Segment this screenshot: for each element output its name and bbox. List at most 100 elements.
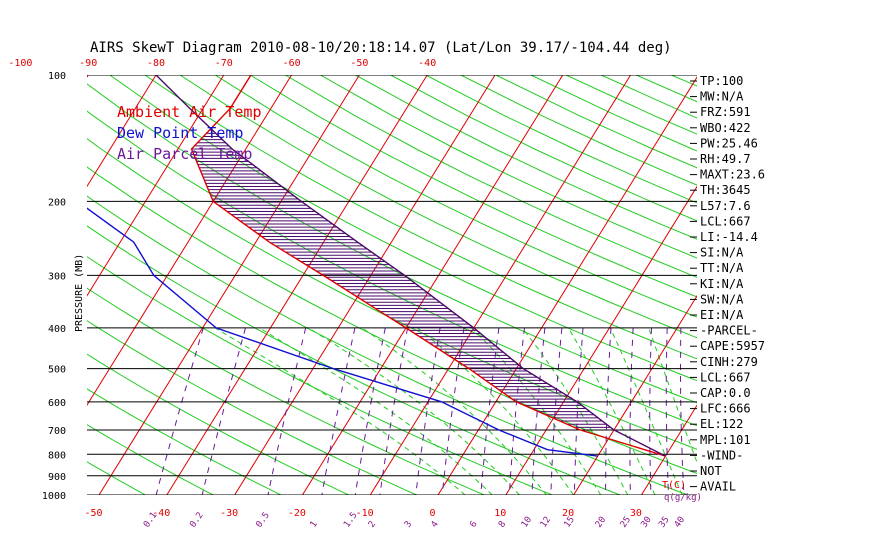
dry-adiabat (87, 225, 622, 495)
index-label: LCL:667 (700, 370, 751, 384)
dry-adiabat (285, 75, 697, 278)
pressure-tick-label: 300 (48, 271, 66, 282)
legend-entry: Air Parcel Temp (117, 145, 252, 163)
index-label: TT:N/A (700, 261, 744, 275)
bottom-temp-tick-label: 0 (429, 508, 435, 519)
legend: Ambient Air Temp Dew Point Temp Air Parcel… (117, 103, 262, 163)
mixing-ratio-line (680, 327, 685, 495)
index-label: MPL:101 (700, 433, 751, 447)
index-label: RH:49.7 (700, 152, 751, 166)
isotherm (505, 185, 697, 495)
dry-adiabat (320, 75, 697, 259)
isotherm (640, 404, 697, 495)
top-temp-tick-label: -40 (418, 58, 436, 69)
top-temp-tick-label: -90 (79, 58, 97, 69)
dry-adiabat (144, 75, 697, 360)
index-label: TP:100 (700, 74, 743, 88)
bottom-temp-tick-label: 10 (494, 508, 506, 519)
index-label: CAP:0.0 (700, 386, 751, 400)
top-temp-tick-label: -80 (147, 58, 165, 69)
pressure-tick-label: 800 (48, 450, 66, 461)
pressure-tick-label: 700 (48, 426, 66, 437)
dry-adiabat (87, 138, 697, 450)
dry-adiabat (87, 256, 554, 495)
dewpoint-line (87, 207, 598, 457)
mixing-ratio-line (321, 327, 356, 495)
index-label: -WIND- (700, 448, 743, 462)
bottom-temp-tick-label: -20 (288, 508, 306, 519)
dry-adiabat (214, 75, 697, 318)
mixing-ratio-line (201, 327, 246, 495)
ambient-temp-line (190, 75, 666, 457)
x-axis-unit-label: T(C) (662, 480, 686, 491)
legend-entry: Dew Point Temp (117, 124, 243, 142)
index-label: NOT (700, 464, 722, 478)
dry-adiabat (87, 83, 697, 404)
dry-adiabat (87, 353, 350, 495)
pressure-tick-label: 200 (48, 197, 66, 208)
index-label: SI:N/A (700, 246, 744, 260)
dry-adiabat (87, 195, 690, 495)
isotherm (87, 75, 157, 188)
bottom-temp-tick-label: 20 (562, 508, 574, 519)
index-label: L57:7.6 (700, 199, 751, 213)
series-layer (87, 75, 666, 457)
dry-adiabat (179, 75, 697, 339)
index-label: MAXT:23.6 (700, 168, 765, 182)
isotherm (369, 75, 632, 495)
mixing-ratio-line (267, 327, 307, 495)
isotherm (301, 75, 564, 495)
index-label: AVAIL (700, 480, 736, 494)
dry-adiabat (249, 75, 697, 298)
y-axis-label: PRESSURE (MB) (74, 254, 85, 332)
dry-adiabat (87, 461, 147, 495)
mixing-ratio-unit-label: q(g/kg) (664, 493, 702, 503)
mixing-ratio-line (573, 327, 584, 495)
isotherm (87, 75, 293, 406)
dry-adiabat (87, 110, 697, 427)
dry-adiabat (109, 75, 697, 382)
mixing-ratio-tick-label: 2 (367, 520, 378, 530)
index-label: EI:N/A (700, 308, 744, 322)
dry-adiabat (87, 424, 215, 495)
mixing-ratio-line (354, 327, 386, 495)
mixing-ratio-line (379, 327, 409, 495)
mixing-ratio-line (480, 327, 500, 495)
index-label: EL:122 (700, 417, 743, 431)
bottom-temp-tick-label: 30 (630, 508, 642, 519)
index-label: LCL:667 (700, 214, 751, 228)
top-temp-tick-label: -70 (215, 58, 233, 69)
mixing-ratio-line (605, 327, 612, 495)
mixing-ratio-tick-label: 8 (497, 520, 508, 530)
parcel-temp-line (155, 75, 666, 457)
mixing-ratio-line (155, 327, 204, 495)
pressure-tick-label: 900 (48, 472, 66, 483)
pressure-tick-label: 100 (48, 71, 66, 82)
mixing-ratio-line (441, 327, 465, 495)
mixing-ratio-line (531, 327, 546, 495)
top-temp-tick-label: -100 (8, 58, 32, 69)
dry-adiabat (87, 287, 486, 495)
index-label: SW:N/A (700, 292, 744, 306)
dry-adiabat (87, 388, 283, 495)
bottom-temp-tick-label: -50 (84, 508, 102, 519)
mixing-ratio-line (649, 327, 652, 495)
pressure-tick-label: 1000 (42, 491, 66, 502)
isotherm (573, 295, 697, 495)
index-label: KI:N/A (700, 277, 744, 291)
pressure-tick-label: 400 (48, 324, 66, 335)
top-temp-tick-label: -50 (350, 58, 368, 69)
bottom-temp-tick-label: -30 (220, 508, 238, 519)
index-label: LFC:666 (700, 402, 751, 416)
cape-hatch-layer (191, 129, 611, 428)
index-label: PW:25.46 (700, 136, 758, 150)
index-label: WBO:422 (700, 121, 751, 135)
pressure-tick-label: 500 (48, 365, 66, 376)
mixing-ratio-tick-label: 3 (403, 520, 414, 530)
index-label: LI:-14.4 (700, 230, 758, 244)
index-label: FRZ:591 (700, 105, 751, 119)
dry-adiabat (87, 320, 418, 495)
grid-layer (87, 75, 697, 495)
